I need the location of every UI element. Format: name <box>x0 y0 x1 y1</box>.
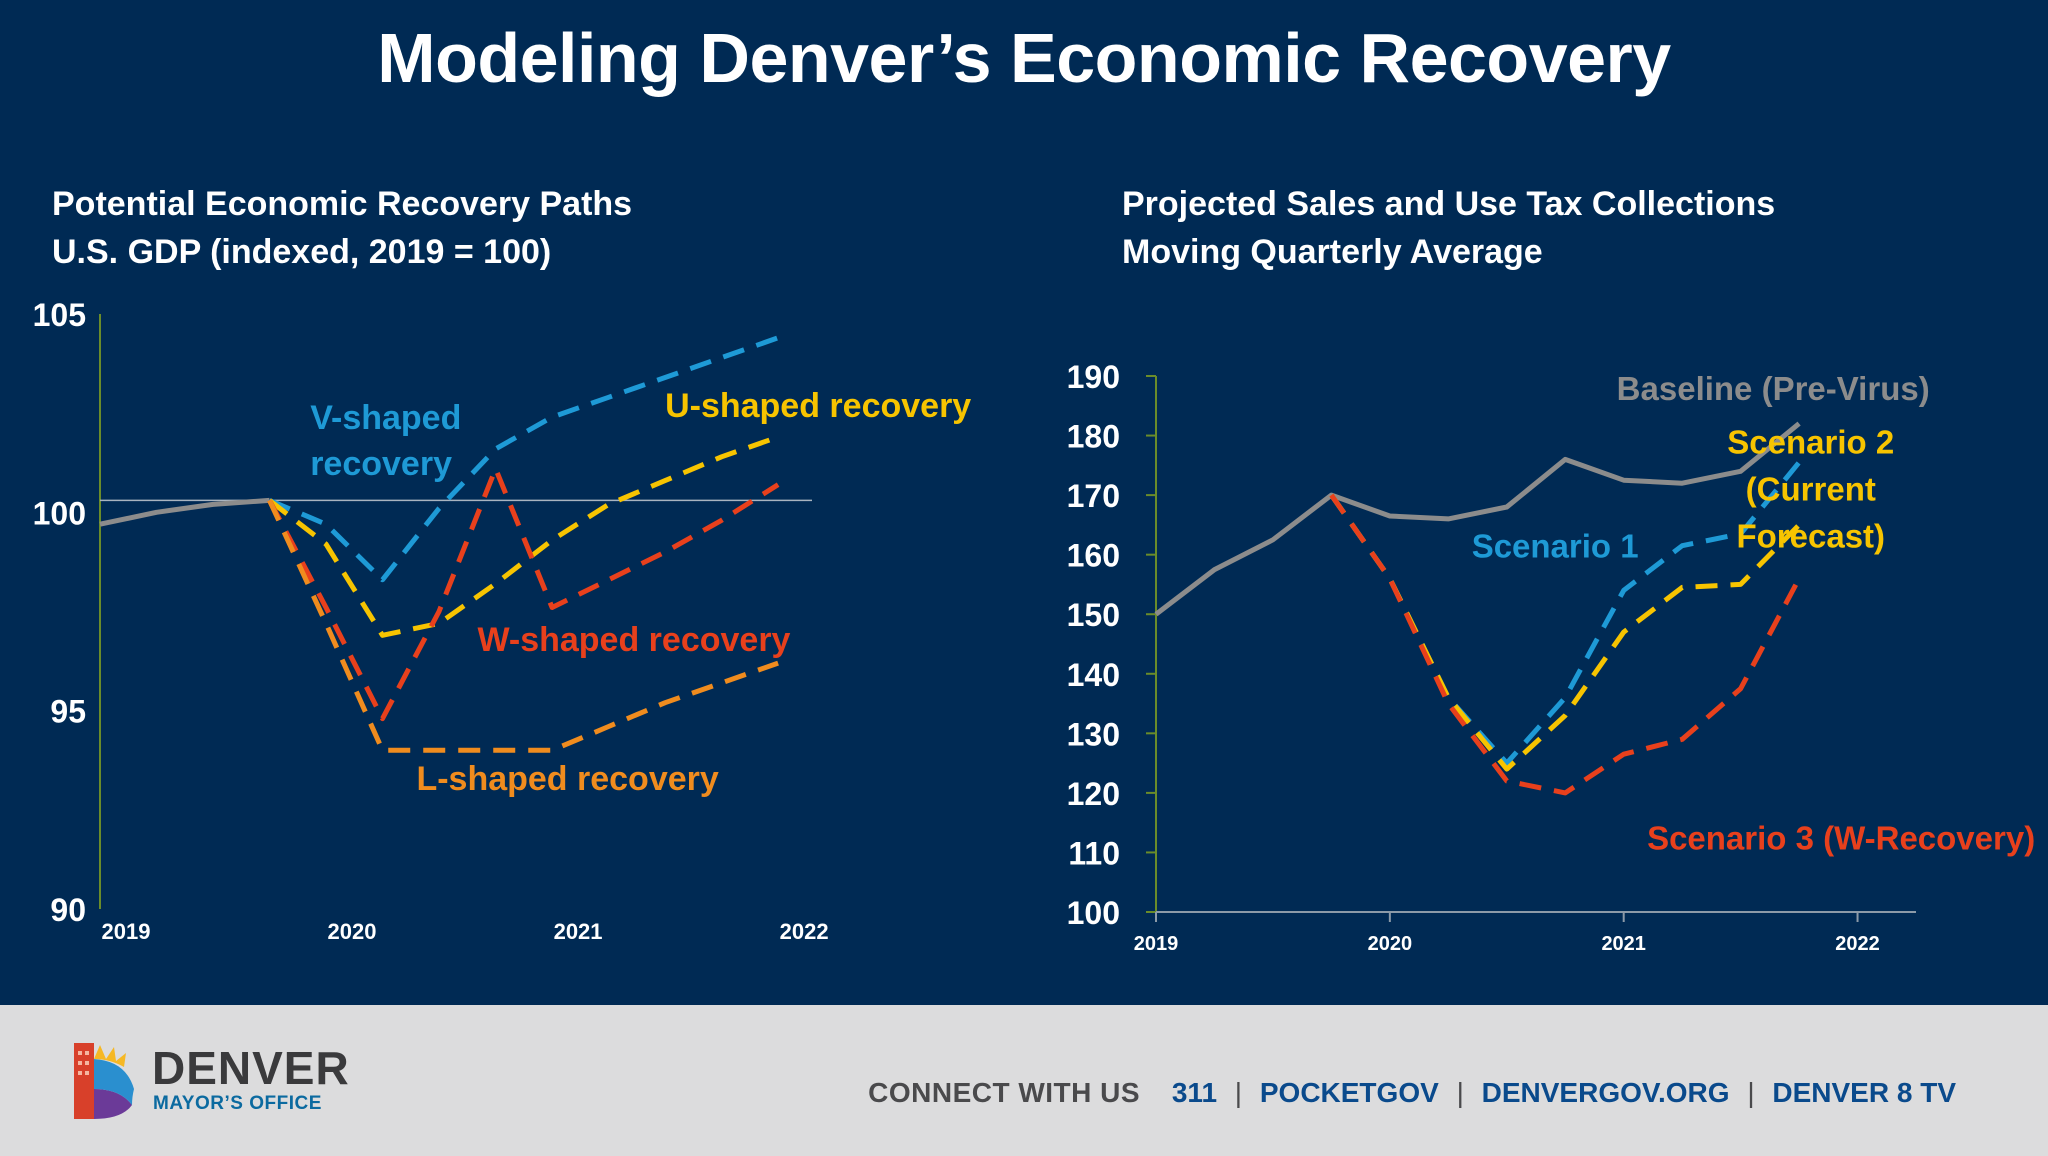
x-tick-label: 2022 <box>1835 933 1880 955</box>
left-chart-subtitle-line1: Potential Economic Recovery Paths <box>52 185 633 223</box>
series-line-w-shaped-recovery <box>267 466 780 722</box>
series-line-l-shaped-recovery <box>267 499 779 753</box>
y-tick-label: 90 <box>50 892 86 928</box>
y-tick-label: 180 <box>1067 419 1120 455</box>
y-tick-label: 160 <box>1067 538 1120 574</box>
y-tick-label: 190 <box>1067 359 1120 395</box>
left-chart-subtitle-line2: U.S. GDP (indexed, 2019 = 100) <box>52 233 552 271</box>
y-tick-label: 100 <box>33 495 86 531</box>
link-separator: | <box>1234 1077 1243 1108</box>
connect-label: CONNECT WITH US <box>868 1077 1141 1108</box>
link-denver8tv[interactable]: DENVER 8 TV <box>1772 1077 1956 1108</box>
x-tick-label: 2019 <box>102 919 151 944</box>
y-tick-label: 110 <box>1068 835 1120 871</box>
series-label-scenario-3-w-recovery: Scenario 3 (W-Recovery) <box>1647 819 2035 856</box>
x-tick-label: 2019 <box>1134 933 1179 955</box>
x-tick-label: 2021 <box>554 919 603 944</box>
series-label-scenario-1: Scenario 1 <box>1472 528 1639 565</box>
series-label-l-shaped-recovery: L-shaped recovery <box>416 760 718 798</box>
connect-bar: CONNECT WITH US 311 | POCKETGOV | DENVER… <box>868 1077 1956 1109</box>
logo-wordmark: DENVER <box>152 1042 350 1094</box>
y-tick-label: 150 <box>1067 597 1120 633</box>
series-line-baseline-pre-virus <box>1154 421 1801 617</box>
series-line-scenario-3-w-recovery <box>1329 493 1802 796</box>
y-tick-label: 100 <box>1067 895 1120 931</box>
series-line-v-shaped-recovery <box>268 335 779 583</box>
x-tick-label: 2021 <box>1601 933 1646 955</box>
series-label-scenario-2-current-forecast: Scenario 2 (Current Forecast) <box>1727 423 1894 554</box>
series-label-v-shaped-recovery: V-shaped recovery <box>310 399 461 483</box>
series-label-w-shaped-recovery: W-shaped recovery <box>477 621 790 659</box>
x-tick-label: 2020 <box>1368 933 1413 955</box>
y-tick-label: 130 <box>1067 716 1120 752</box>
y-tick-label: 140 <box>1067 657 1120 693</box>
right-chart-subtitle: Projected Sales and Use Tax Collections … <box>1122 180 1775 276</box>
denver-logo-icon <box>74 1043 134 1119</box>
left-chart-subtitle: Potential Economic Recovery Paths U.S. G… <box>52 180 632 276</box>
gdp-recovery-chart: 90 95 100 105 2019 2020 2021 2022 V-shaped recove… <box>33 297 972 944</box>
link-311[interactable]: 311 <box>1171 1077 1218 1108</box>
page-title: Modeling Denver’s Economic Recovery <box>377 19 1671 97</box>
logo-subtitle: MAYOR’S OFFICE <box>153 1093 322 1114</box>
footer: DENVER MAYOR’S OFFICE CONNECT WITH US 31… <box>0 1005 2048 1156</box>
y-tick-label: 105 <box>33 297 86 333</box>
tax-collections-chart: 100 110 120 130 140 150 160 170 180 190 2019 2020 20… <box>1067 359 2036 955</box>
right-chart-subtitle-line1: Projected Sales and Use Tax Collections <box>1122 185 1776 223</box>
link-denvergov[interactable]: DENVERGOV.ORG <box>1481 1077 1730 1108</box>
link-separator: | <box>1747 1077 1755 1108</box>
series-label-u-shaped-recovery: U-shaped recovery <box>665 387 971 425</box>
series-label-baseline-pre-virus: Baseline (Pre-Virus) <box>1617 370 1930 407</box>
link-pocketgov[interactable]: POCKETGOV <box>1259 1077 1439 1108</box>
link-separator: | <box>1456 1077 1464 1108</box>
y-tick-label: 120 <box>1067 776 1120 812</box>
y-tick-label: 95 <box>50 694 86 730</box>
series-line-u-shaped-recovery <box>267 434 779 638</box>
series-line-historical <box>99 497 270 527</box>
y-tick-label: 170 <box>1067 478 1120 514</box>
x-tick-label: 2020 <box>328 919 377 944</box>
slide-body: Modeling Denver’s Economic Recovery Pote… <box>32 19 2036 955</box>
x-tick-label: 2022 <box>780 919 829 944</box>
right-chart-subtitle-line2: Moving Quarterly Average <box>1122 233 1543 271</box>
